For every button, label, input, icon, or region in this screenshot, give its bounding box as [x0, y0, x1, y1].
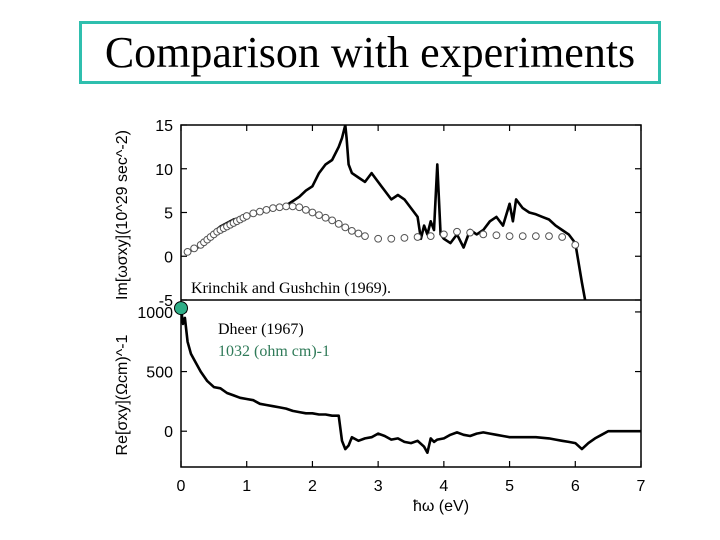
top-data-point [558, 233, 567, 241]
top-series-line [183, 125, 587, 300]
top-data-point [374, 234, 383, 243]
top-data-point [288, 202, 297, 211]
top-data-point [400, 233, 409, 242]
axes: 0 1 2 3 4 5 6 7 ħω (eV) Im[ωσxy](10^29 sec^-2) Re[… [114, 125, 646, 515]
top-data-point [545, 232, 553, 241]
bottom-panel: 1000 500 0 [137, 305, 641, 455]
top-data-point [321, 213, 330, 222]
xtick-label: 2 [308, 478, 317, 495]
top-data-point [518, 232, 527, 241]
top-ytick-label: 10 [155, 162, 173, 179]
bottom-ytick-label: 0 [164, 424, 173, 441]
top-data-point [308, 208, 317, 217]
top-data-point [492, 231, 501, 240]
xtick-label: 7 [637, 478, 646, 495]
top-data-point [334, 219, 343, 228]
top-data-point [426, 232, 435, 241]
title-box: Comparison with experiments [79, 21, 661, 84]
top-data-point [439, 230, 448, 239]
top-data-point [413, 233, 422, 241]
top-data-point [361, 232, 369, 241]
xtick-label: 0 [177, 478, 186, 495]
plot-border [180, 124, 642, 468]
top-data-point [571, 240, 580, 249]
bottom-series-line [181, 307, 641, 455]
plot-frame [180, 124, 642, 468]
top-data-point [262, 205, 271, 214]
top-panel: 15 10 5 0 -5 [155, 118, 641, 310]
top-ytick-label: 15 [155, 118, 173, 135]
xtick-label: 4 [439, 478, 448, 495]
top-data-point [295, 203, 304, 212]
xtick-label: 3 [374, 478, 383, 495]
bottom-y-axis-label: Re[σxy](Ωcm)^-1 [114, 334, 131, 455]
xtick-label: 6 [571, 478, 580, 495]
top-ytick-label: 5 [164, 206, 173, 223]
top-data-point [301, 205, 310, 214]
top-y-axis-label: Im[ωσxy](10^29 sec^-2) [114, 130, 131, 300]
xtick-label: 1 [242, 478, 251, 495]
top-data-point [453, 227, 461, 236]
bottom-annotation-value: 1032 (ohm cm)-1 [218, 343, 330, 360]
top-data-point [183, 247, 192, 256]
x-axis-label: ħω (eV) [413, 498, 469, 515]
top-data-point [315, 211, 323, 220]
top-data-point [531, 232, 540, 241]
top-data-point [328, 216, 337, 225]
top-data-point [242, 212, 251, 220]
slide-title: Comparison with experiments [104, 28, 636, 77]
top-ytick-label: -5 [159, 293, 173, 310]
top-data-point [190, 244, 199, 253]
top-data-point [387, 234, 396, 243]
bottom-ytick-label: 1000 [137, 305, 173, 322]
top-data-point [341, 223, 350, 232]
top-ytick-label: 0 [164, 249, 173, 266]
top-data-point [249, 209, 258, 218]
top-data-point [479, 230, 488, 239]
top-data-point [269, 204, 277, 213]
top-data-point [282, 202, 291, 211]
dheer-marker [174, 301, 188, 316]
top-data-point [466, 228, 475, 237]
xtick-label: 5 [505, 478, 514, 495]
bottom-annotation-source: Dheer (1967) [218, 321, 304, 338]
top-annotation: Krinchik and Gushchin (1969). [191, 280, 391, 297]
top-data-point [505, 232, 514, 241]
top-data-point [255, 207, 264, 216]
top-data-point [347, 226, 356, 235]
top-data-point [275, 203, 284, 212]
bottom-ytick-label: 500 [146, 365, 173, 382]
top-data-point [354, 229, 363, 238]
